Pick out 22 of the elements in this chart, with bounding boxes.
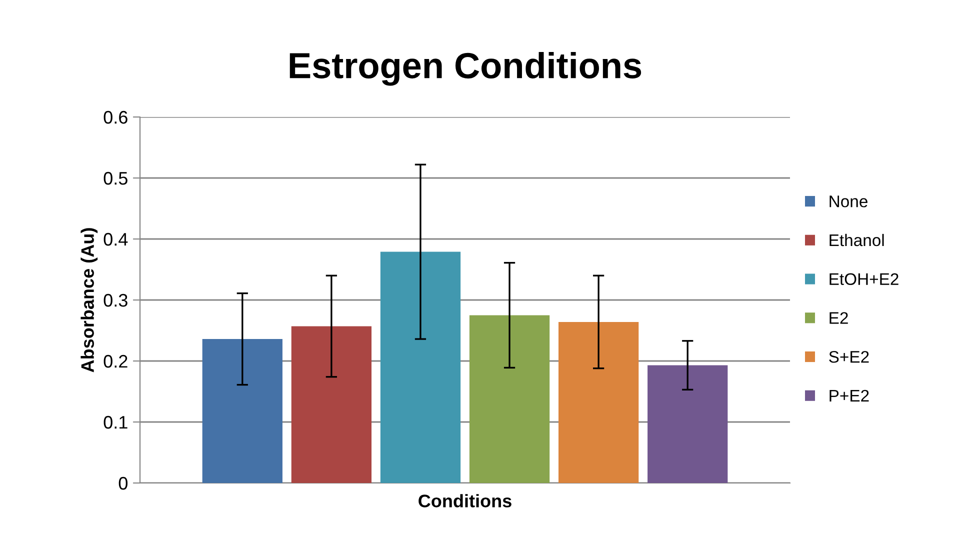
legend-label: P+E2 (830, 390, 869, 402)
bar (558, 322, 639, 483)
y-tick-label: 0 (118, 476, 128, 490)
legend-label: S+E2 (829, 350, 869, 363)
legend-label: None (830, 196, 868, 208)
y-tick-label: 0.5 (104, 172, 128, 185)
y-tick-label: 0.1 (104, 416, 128, 429)
legend-label: E2 (830, 312, 848, 324)
y-tick-label: 0.2 (104, 354, 128, 368)
y-tick-label: 0.3 (104, 294, 128, 307)
bar (380, 252, 461, 483)
bar (202, 339, 282, 483)
x-axis-title: Conditions (418, 494, 512, 508)
y-tick-label: 0.4 (104, 232, 128, 246)
y-tick-label: 0.6 (104, 110, 128, 124)
bar (291, 326, 372, 483)
chart-title: Estrogen Conditions (290, 52, 642, 86)
bar (648, 365, 728, 483)
y-axis-title: Absorbance (Au) (80, 228, 98, 372)
legend-label: EtOH+E2 (830, 273, 898, 286)
legend-label: Ethanol (830, 234, 884, 246)
bar (469, 315, 550, 483)
